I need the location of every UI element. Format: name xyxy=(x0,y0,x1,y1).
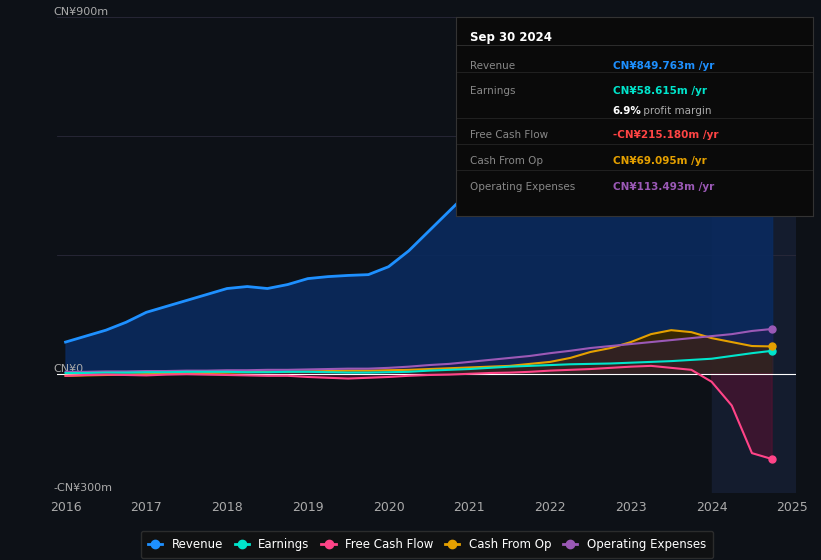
Text: 6.9%: 6.9% xyxy=(612,106,642,116)
Text: CN¥58.615m /yr: CN¥58.615m /yr xyxy=(612,86,707,96)
Text: profit margin: profit margin xyxy=(640,106,711,116)
Text: CN¥900m: CN¥900m xyxy=(53,7,108,17)
Text: -CN¥300m: -CN¥300m xyxy=(53,483,112,493)
Text: -CN¥215.180m /yr: -CN¥215.180m /yr xyxy=(612,130,718,140)
Text: Revenue: Revenue xyxy=(470,60,515,71)
Text: CN¥0: CN¥0 xyxy=(53,364,84,374)
Legend: Revenue, Earnings, Free Cash Flow, Cash From Op, Operating Expenses: Revenue, Earnings, Free Cash Flow, Cash … xyxy=(140,531,713,558)
Text: Cash From Op: Cash From Op xyxy=(470,156,543,166)
Text: Earnings: Earnings xyxy=(470,86,516,96)
Text: Operating Expenses: Operating Expenses xyxy=(470,182,576,192)
Bar xyxy=(712,17,796,493)
Text: CN¥69.095m /yr: CN¥69.095m /yr xyxy=(612,156,707,166)
Text: Sep 30 2024: Sep 30 2024 xyxy=(470,31,552,44)
Text: Free Cash Flow: Free Cash Flow xyxy=(470,130,548,140)
Text: CN¥849.763m /yr: CN¥849.763m /yr xyxy=(612,60,714,71)
Text: CN¥113.493m /yr: CN¥113.493m /yr xyxy=(612,182,714,192)
